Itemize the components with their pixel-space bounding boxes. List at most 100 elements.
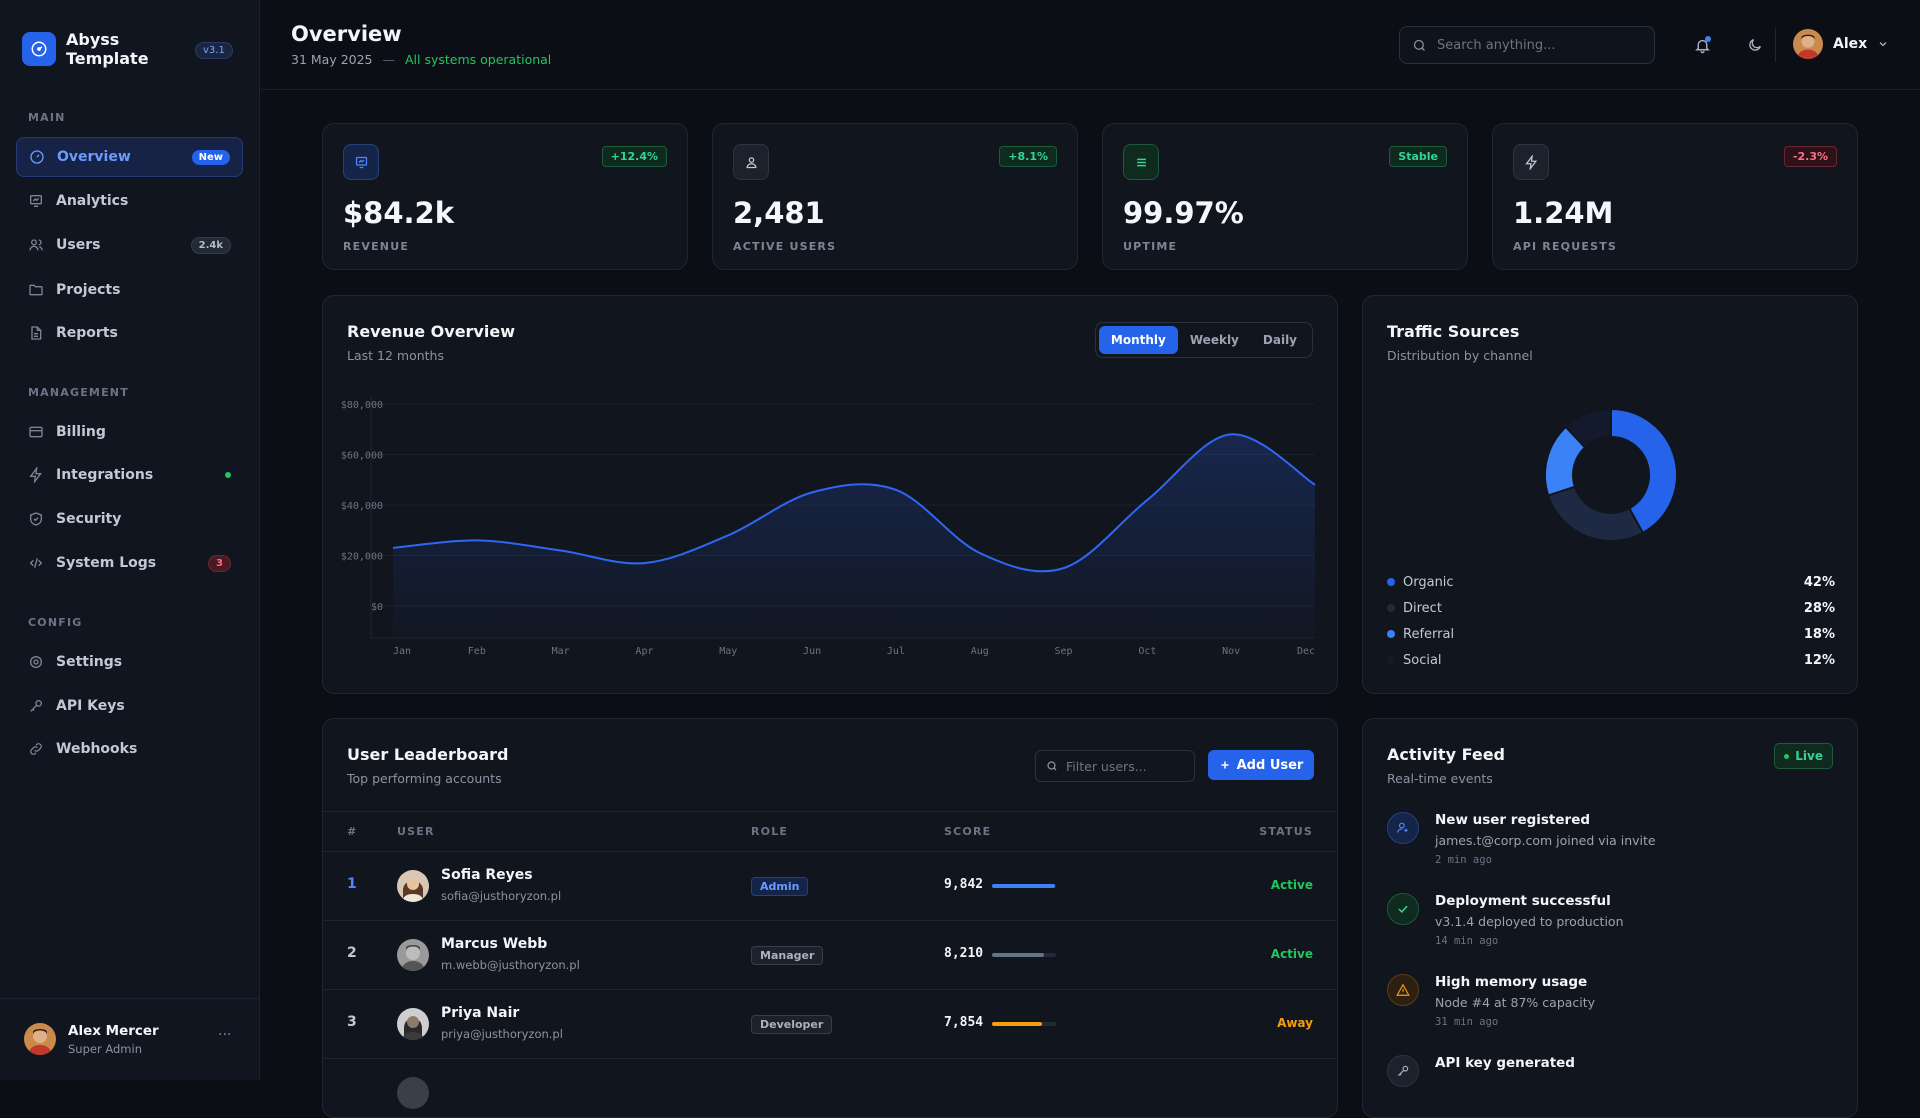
table-row[interactable]: 2 Marcus Webb m.webb@justhoryzon.pl Mana… xyxy=(323,920,1337,989)
delta-badge: -2.3% xyxy=(1783,146,1837,167)
key-icon xyxy=(30,700,42,712)
sidebar-item-webhooks[interactable]: Webhooks xyxy=(16,729,243,769)
score-bar-fill xyxy=(992,953,1045,957)
filter-box[interactable] xyxy=(1035,750,1195,782)
sidebar-item-overview[interactable]: Overview New xyxy=(16,137,243,177)
legend-value: 12% xyxy=(1803,652,1835,668)
activity-card: Activity Feed Real-time events Live New … xyxy=(1362,718,1858,1118)
avatar xyxy=(397,870,429,902)
live-badge: Live xyxy=(1774,743,1833,769)
search-input[interactable] xyxy=(1437,37,1637,53)
page-title: Overview xyxy=(291,22,402,46)
user-name: Alex Mercer xyxy=(68,1023,159,1039)
sidebar-item-label: Reports xyxy=(56,325,118,341)
legend-label: Organic xyxy=(1403,574,1454,590)
y-tick-label: $20,000 xyxy=(341,552,383,563)
credit-card-icon xyxy=(29,426,43,438)
bell-icon xyxy=(1694,39,1710,53)
live-dot xyxy=(1784,753,1790,759)
donut-slice-social xyxy=(1564,407,1612,449)
sidebar-item-api-keys[interactable]: API Keys xyxy=(16,686,243,726)
legend-item-social: Social 12% xyxy=(1387,650,1835,670)
legend-dot xyxy=(1387,656,1395,664)
stat-label: ACTIVE USERS xyxy=(733,240,837,253)
add-user-button[interactable]: Add User xyxy=(1208,750,1314,780)
header-user-name: Alex xyxy=(1833,36,1868,52)
traffic-card: Traffic Sources Distribution by channel … xyxy=(1362,295,1858,694)
sidebar-item-settings[interactable]: Settings xyxy=(16,642,243,682)
notifications-button[interactable] xyxy=(1687,30,1717,60)
leaderboard-card: User Leaderboard Top performing accounts… xyxy=(322,718,1338,1118)
tab-weekly[interactable]: Weekly xyxy=(1189,333,1239,347)
sidebar-item-label: Users xyxy=(56,237,101,253)
sidebar-item-label: Integrations xyxy=(56,467,154,483)
stat-label: REVENUE xyxy=(343,240,410,253)
table-row[interactable] xyxy=(323,1058,1337,1117)
legend-item-organic: Organic 42% xyxy=(1387,572,1835,592)
x-tick-label: Dec xyxy=(1297,646,1315,657)
user-email: priya@justhoryzon.pl xyxy=(441,1027,563,1041)
sidebar-item-security[interactable]: Security xyxy=(16,499,243,539)
activity-item[interactable]: API key generated xyxy=(1387,1055,1837,1117)
link-icon xyxy=(30,743,42,755)
activity-title: High memory usage xyxy=(1435,974,1588,990)
revenue-subtitle: Last 12 months xyxy=(347,348,444,363)
leaderboard-subtitle: Top performing accounts xyxy=(347,771,502,786)
legend-value: 42% xyxy=(1803,574,1835,590)
sidebar-user[interactable]: Alex Mercer Super Admin ··· xyxy=(0,998,260,1080)
user-menu[interactable]: Alex xyxy=(1793,29,1889,59)
legend-item-referral: Referral 18% xyxy=(1387,624,1835,644)
sidebar-item-integrations[interactable]: Integrations xyxy=(16,455,243,495)
filter-users-input[interactable] xyxy=(1066,758,1186,774)
tab-daily[interactable]: Daily xyxy=(1262,333,1297,347)
table-row[interactable]: 1 Sofia Reyes sofia@justhoryzon.pl Admin… xyxy=(323,851,1337,920)
brand[interactable]: Abyss Template xyxy=(22,30,176,68)
role-badge: Developer xyxy=(751,1015,833,1034)
delta-badge: Stable xyxy=(1389,146,1447,167)
user-add-icon xyxy=(1387,812,1419,844)
theme-toggle-button[interactable] xyxy=(1740,30,1770,60)
user-name: Marcus Webb xyxy=(441,936,548,952)
y-tick-label: $0 xyxy=(371,602,383,613)
table-row[interactable]: 3 Priya Nair priya@justhoryzon.pl Develo… xyxy=(323,989,1337,1058)
period-toggle: Monthly Weekly Daily xyxy=(1094,322,1313,358)
sidebar: Abyss Template v3.1 MAIN Overview New An… xyxy=(0,0,260,1080)
sidebar-item-billing[interactable]: Billing xyxy=(16,412,243,452)
user-role: Super Admin xyxy=(68,1042,142,1056)
new-badge: New xyxy=(191,149,230,165)
sidebar-item-users[interactable]: Users 2.4k xyxy=(16,225,243,265)
sidebar-item-reports[interactable]: Reports xyxy=(16,313,243,353)
activity-item[interactable]: Deployment successful v3.1.4 deployed to… xyxy=(1387,893,1837,965)
check-icon xyxy=(1387,893,1419,925)
activity-item[interactable]: New user registered james.t@corp.com joi… xyxy=(1387,812,1837,884)
user-email: m.webb@justhoryzon.pl xyxy=(441,958,580,972)
warning-icon xyxy=(1387,974,1419,1006)
sidebar-item-projects[interactable]: Projects xyxy=(16,270,243,310)
status-label: Active xyxy=(1270,878,1313,892)
x-tick-label: Oct xyxy=(1138,646,1156,657)
stat-value: 99.97% xyxy=(1123,196,1244,230)
stat-label: UPTIME xyxy=(1123,240,1178,253)
rank: 2 xyxy=(347,945,357,961)
document-icon xyxy=(31,326,42,340)
search-box[interactable] xyxy=(1399,26,1655,64)
y-tick-label: $80,000 xyxy=(341,400,383,411)
activity-title: Deployment successful xyxy=(1435,893,1611,909)
donut-slice-direct xyxy=(1546,485,1645,542)
score-bar-fill xyxy=(992,1022,1042,1026)
column-header-status: STATUS xyxy=(1259,825,1313,838)
activity-desc: Node #4 at 87% capacity xyxy=(1435,995,1596,1010)
code-icon xyxy=(29,558,43,568)
activity-desc: james.t@corp.com joined via invite xyxy=(1435,833,1656,848)
avatar xyxy=(397,1008,429,1040)
user-email: sofia@justhoryzon.pl xyxy=(441,889,562,903)
sidebar-item-analytics[interactable]: Analytics xyxy=(16,181,243,221)
sidebar-item-label: Webhooks xyxy=(56,741,138,757)
avatar xyxy=(1793,29,1823,59)
activity-item[interactable]: High memory usage Node #4 at 87% capacit… xyxy=(1387,974,1837,1046)
user-menu-button[interactable]: ··· xyxy=(218,1027,232,1043)
sidebar-item-system-logs[interactable]: System Logs 3 xyxy=(16,543,243,583)
plus-icon xyxy=(1221,761,1229,769)
tab-monthly[interactable]: Monthly xyxy=(1098,326,1178,354)
legend-dot xyxy=(1387,604,1395,612)
